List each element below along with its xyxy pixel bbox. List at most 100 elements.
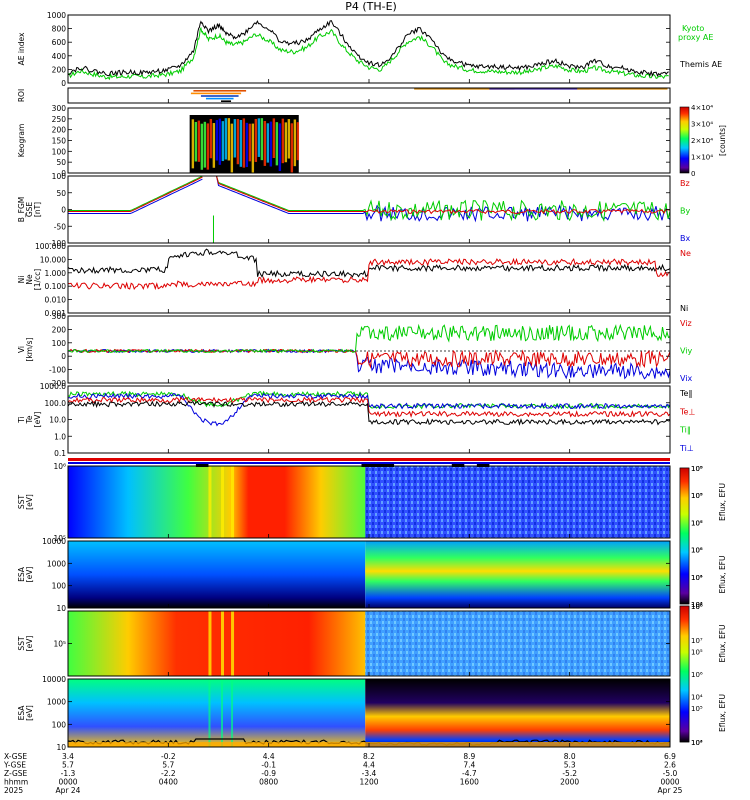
keogram-column [278, 123, 282, 171]
sst-ion-noise [365, 611, 670, 676]
keogram-column [215, 120, 219, 161]
temperature-line [67, 392, 671, 427]
esa-electron-spectrogram [68, 541, 366, 608]
y-tick-label: -100 [49, 239, 66, 248]
orbit-row-value: 5.7 [62, 761, 74, 770]
y-axis-label: [eV] [25, 705, 34, 721]
keogram-column [260, 118, 264, 161]
colorbar-tick-label: 4×10⁴ [691, 104, 713, 112]
legend-entry: Ti⊥ [679, 444, 694, 453]
roi-bar [193, 90, 247, 92]
spectrogram-stripe [231, 679, 234, 747]
orbit-row-value: 5.3 [564, 761, 576, 770]
keogram-column [200, 123, 204, 170]
keogram-column [269, 121, 273, 167]
y-tick-label: 10⁵ [53, 534, 66, 543]
y-tick-label: 10 [56, 604, 66, 613]
orbit-row-value: -5.0 [663, 769, 678, 778]
colorbar-tick-label: 10⁴ [691, 694, 703, 702]
keogram-column [236, 119, 240, 165]
y-tick-label: 10.0 [49, 416, 66, 425]
orbit-row-label: hhmm [4, 778, 28, 787]
orbit-row-value: 2.6 [664, 761, 676, 770]
y-axis-label: SST [17, 495, 26, 510]
colorbar-tick-label: 10⁶ [691, 547, 703, 555]
orbit-row-value: -0.9 [261, 769, 276, 778]
y-tick-label: 50 [56, 158, 66, 167]
keogram-column [248, 123, 252, 162]
y-tick-label: 100.0 [45, 399, 67, 408]
colorbar-tick-label: 10⁸ [691, 492, 703, 500]
orbit-row-label: 2025 [4, 786, 23, 795]
y-axis-label: B_FGM [17, 197, 26, 223]
y-axis-label: AE index [17, 32, 26, 65]
y-axis-label: [eV] [33, 412, 42, 428]
y-tick-label: 100.000 [35, 242, 66, 251]
y-tick-label: -100 [49, 366, 66, 375]
y-axis-label: ESA [17, 705, 26, 721]
keogram-column [224, 118, 228, 160]
y-tick-label: 400 [52, 52, 67, 61]
colorbar-tick-label: 10⁵ [691, 547, 703, 555]
y-tick-label: 200 [52, 126, 67, 135]
spectrogram-stripe [208, 466, 212, 538]
orbit-bar-blue [68, 462, 670, 464]
y-axis-label: [nT] [33, 202, 42, 217]
keogram-column [203, 121, 207, 168]
legend-entry: Viz [680, 319, 692, 328]
colorbar-tick-label: 0 [691, 170, 695, 178]
roi-bar [200, 95, 239, 97]
spectrogram-stripe [231, 466, 235, 538]
panel-frame [67, 245, 671, 314]
y-tick-label: 300 [52, 104, 67, 113]
orbit-row-value: 0800 [259, 778, 278, 787]
legend-entry: Kyoto [682, 24, 704, 33]
keogram-column [221, 121, 225, 162]
keogram-column [197, 120, 201, 162]
colorbar-tick-label: 10⁷ [691, 492, 703, 500]
legend-entry: Ti‖ [679, 426, 691, 435]
sst-electron-noise [365, 466, 670, 538]
spectrogram-stripe [221, 466, 225, 538]
keogram-column [209, 118, 213, 159]
keogram-column [218, 118, 222, 165]
y-tick-label: 0.001 [45, 309, 67, 318]
colorbar-tick-label: 10⁵ [691, 705, 703, 713]
orbit-bar-red [68, 458, 670, 461]
colorbar-tick-label: 10⁴ [691, 601, 703, 609]
orbit-row-label: X-GSE [4, 752, 27, 761]
y-axis-label: [1/cc] [33, 269, 42, 290]
y-tick-label: 100 [52, 147, 67, 156]
keogram-column [242, 118, 246, 168]
colorbar-tick-label: 1×10⁴ [691, 154, 713, 162]
y-axis-label: GSE [25, 202, 34, 218]
esa-ion-spectrogram [365, 679, 670, 747]
legend-entry: Vix [680, 374, 693, 383]
y-tick-label: 200 [52, 325, 67, 334]
y-axis-label: Te [25, 415, 34, 424]
keogram-column [251, 123, 255, 173]
y-tick-label: 0 [61, 352, 66, 361]
colorbar-label: Eflux, EFU [718, 556, 727, 594]
orbit-row-label: Z-GSE [4, 769, 28, 778]
orbit-row-value: -3.4 [362, 769, 377, 778]
legend-entry: Bz [680, 179, 690, 188]
panel-frame [67, 107, 671, 174]
y-tick-label: 0.100 [45, 282, 67, 291]
y-tick-label: 100 [52, 172, 67, 181]
y-tick-label: 10⁵ [53, 640, 66, 649]
legend-entry: Ni [680, 304, 688, 313]
spectrogram-stripe [221, 679, 224, 747]
legend-entry: proxy AE [678, 33, 713, 42]
keogram-column [191, 119, 195, 169]
y-tick-label: 10.000 [40, 255, 66, 264]
orbit-row-value: 5.7 [162, 761, 174, 770]
y-tick-label: 0.1 [54, 449, 66, 458]
y-axis-label: [eV] [25, 567, 34, 583]
ae-series-line [67, 26, 669, 81]
y-tick-label: 0 [61, 169, 66, 178]
colorbar-tick-label: 2×10⁴ [691, 137, 713, 145]
legend-entry: Te⊥ [679, 407, 695, 416]
legend-entry: Themis AE [679, 60, 722, 69]
